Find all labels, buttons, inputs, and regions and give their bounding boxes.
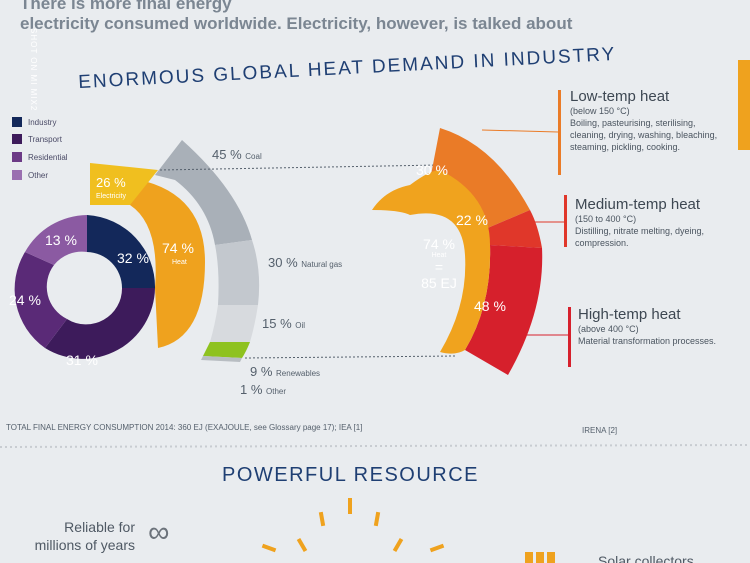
medium-temp-bar [564, 195, 567, 247]
intro-line-2: electricity consumed worldwide. Electric… [20, 14, 573, 33]
section-title: POWERFUL RESOURCE [222, 464, 480, 486]
fuel-label-oil: 15 % Oil [262, 316, 306, 331]
heat-segment-low-temp [430, 128, 530, 230]
heat-center-band [372, 170, 491, 354]
industry-heat-pct: 74 % [162, 240, 194, 256]
watermark: SHOT ON MI MIX2 [29, 28, 38, 112]
industry-heat-label: Heat [172, 259, 187, 266]
donut-label-industry: 32 % [117, 250, 149, 266]
infinity-icon: ∞ [148, 516, 170, 549]
donut-slice-transport [45, 288, 155, 359]
legend-swatch [12, 117, 22, 127]
high-temp-bar [568, 307, 571, 367]
sun-icon [261, 498, 445, 553]
donut-slice-residential [14, 252, 67, 348]
legend-item-industry: Industry [12, 116, 56, 128]
electricity-label: Electricity [96, 193, 126, 200]
medium-temp-pct: 22 % [456, 212, 488, 228]
fuel-segment-natural-gas [215, 240, 260, 305]
industry-electricity-band [90, 163, 158, 205]
high-temp-description: High-temp heat (above 400 °C) Material t… [578, 306, 717, 346]
connector-top [159, 164, 441, 171]
donut-slice-other [25, 215, 87, 265]
legend-item-transport: Transport [12, 133, 62, 145]
heat-segment-high-temp [465, 245, 543, 375]
heat-segment-medium-temp [483, 210, 542, 248]
fuel-label-natural-gas: 30 % Natural gas [268, 255, 343, 270]
high-temp-pct: 48 % [474, 298, 506, 314]
right-edge-strip [738, 60, 750, 150]
legend-swatch [12, 170, 22, 180]
fuel-label-coal: 45 % Coal [212, 147, 262, 162]
donut-label-other: 13 % [45, 232, 77, 248]
reliable-text: Reliable for millions of years [34, 519, 135, 553]
low-temp-pct: 30 % [416, 162, 448, 178]
intro-line-1: There is more final energy [20, 0, 232, 13]
legend-item-residential: Residential [12, 151, 68, 163]
low-temp-bar [558, 90, 561, 175]
fuel-segment-other [201, 356, 242, 362]
footnote-irena: IRENA [2] [582, 426, 618, 435]
section-divider [0, 444, 750, 448]
industry-heat-band [130, 178, 205, 348]
fuel-segment-oil [210, 305, 258, 342]
solar-collectors-label: Solar collectors [598, 553, 694, 563]
legend-swatch [12, 134, 22, 144]
intro-text: There is more final energy electricity c… [20, 0, 572, 34]
donut-slice-industry [87, 215, 156, 288]
low-temp-connector [481, 129, 559, 133]
heat-center-label: 74 % Heat = 85 EJ [421, 236, 457, 291]
solar-collector-icon [525, 552, 555, 563]
medium-temp-description: Medium-temp heat (150 to 400 °C) Distill… [575, 196, 705, 248]
connector-bottom [244, 355, 456, 359]
fuel-segment-renewables [203, 342, 250, 358]
low-temp-description: Low-temp heat (below 150 °C) Boiling, pa… [570, 88, 718, 152]
fuel-label-other: 1 % Other [240, 382, 287, 397]
electricity-pct: 26 % [96, 175, 126, 190]
legend-swatch [12, 152, 22, 162]
fuel-segment-coal [155, 140, 252, 245]
fuel-label-renewables: 9 % Renewables [250, 364, 321, 379]
footnote-source: TOTAL FINAL ENERGY CONSUMPTION 2014: 360… [6, 423, 363, 432]
donut-label-transport: 31 % [66, 352, 98, 368]
donut-label-residential: 24 % [9, 292, 41, 308]
legend-item-other: Other [12, 169, 48, 181]
